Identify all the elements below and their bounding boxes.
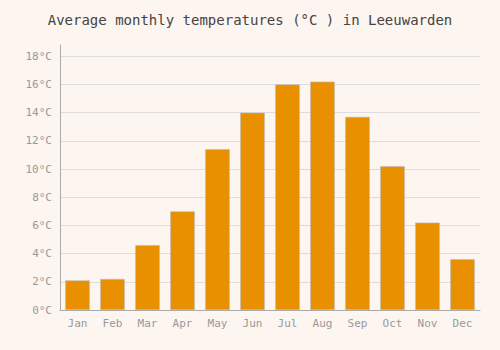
svg-text:Dec: Dec: [453, 317, 473, 330]
svg-text:Jun: Jun: [243, 317, 263, 330]
svg-text:Aug: Aug: [313, 317, 333, 330]
svg-text:6°C: 6°C: [32, 219, 52, 232]
svg-text:10°C: 10°C: [26, 163, 53, 176]
svg-text:8°C: 8°C: [32, 191, 52, 204]
svg-text:Jan: Jan: [68, 317, 88, 330]
svg-text:16°C: 16°C: [26, 78, 53, 91]
svg-text:18°C: 18°C: [26, 50, 53, 63]
svg-text:Nov: Nov: [418, 317, 438, 330]
svg-text:Feb: Feb: [103, 317, 123, 330]
svg-text:Oct: Oct: [383, 317, 403, 330]
svg-text:2°C: 2°C: [32, 275, 52, 288]
svg-text:12°C: 12°C: [26, 134, 53, 147]
svg-text:4°C: 4°C: [32, 247, 52, 260]
svg-text:Mar: Mar: [138, 317, 158, 330]
svg-text:0°C: 0°C: [32, 304, 52, 317]
svg-text:Average monthly temperatures (: Average monthly temperatures (°C ) in Le…: [48, 12, 453, 28]
svg-text:Jul: Jul: [278, 317, 298, 330]
svg-text:Sep: Sep: [348, 317, 368, 330]
svg-text:May: May: [208, 317, 228, 330]
svg-text:Apr: Apr: [173, 317, 193, 330]
svg-text:14°C: 14°C: [26, 106, 53, 119]
